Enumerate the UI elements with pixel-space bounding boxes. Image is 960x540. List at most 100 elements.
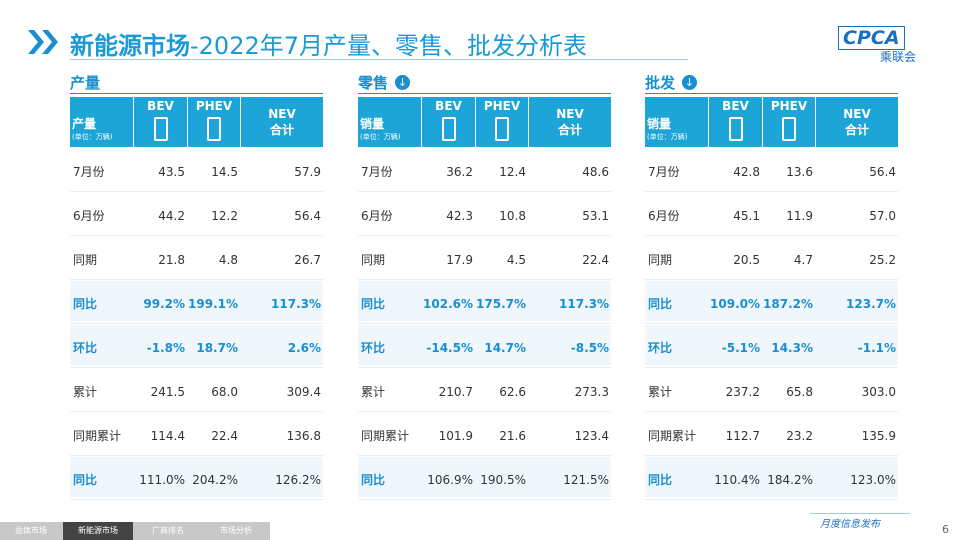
row-rule: [70, 191, 323, 192]
battery-icon: [728, 117, 743, 141]
header-cell: NEV 合计: [529, 97, 611, 147]
value-cell: 45.1: [733, 209, 760, 223]
row-label: 同比: [648, 297, 673, 311]
logo-sub: 乘联会: [880, 50, 917, 64]
row-label: 7月份: [73, 165, 105, 179]
value-cell: 114.4: [150, 429, 185, 443]
value-cell: 44.2: [158, 209, 185, 223]
header-cell: BEV: [134, 97, 187, 147]
row-bg: [358, 325, 611, 365]
title: 新能源市场-2022年7月产量、零售、批发分析表: [70, 26, 587, 61]
value-cell: 241.5: [150, 385, 185, 399]
row-rule: [645, 323, 898, 324]
value-cell: 117.3%: [559, 297, 609, 311]
corner-unit: (单位：万辆): [72, 133, 113, 141]
row-bg: [70, 457, 323, 497]
chevrons: [28, 30, 58, 54]
row-rule: [645, 455, 898, 456]
value-cell: 57.0: [869, 209, 896, 223]
row-rule: [70, 323, 323, 324]
value-cell: 199.1%: [188, 297, 238, 311]
row-label: 环比: [648, 341, 673, 355]
value-cell: 273.3: [574, 385, 609, 399]
value-cell: 12.2: [211, 209, 238, 223]
value-cell: 48.6: [582, 165, 609, 179]
row-bg: [70, 325, 323, 365]
value-cell: 136.8: [286, 429, 321, 443]
row-rule: [358, 411, 611, 412]
row-rule: [70, 235, 323, 236]
row-rule: [358, 455, 611, 456]
row-label: 同期累计: [648, 429, 697, 443]
corner-label: 产量: [72, 117, 97, 131]
value-cell: 57.9: [294, 165, 321, 179]
title-rule: [70, 59, 688, 60]
value-cell: 13.6: [786, 165, 813, 179]
value-cell: 109.0%: [710, 297, 760, 311]
header-label: 合计: [844, 123, 869, 137]
value-cell: 36.2: [446, 165, 473, 179]
value-cell: 112.7: [725, 429, 760, 443]
row-rule: [645, 411, 898, 412]
value-cell: 190.5%: [480, 473, 526, 487]
header-label: NEV: [268, 107, 296, 121]
row-label: 7月份: [361, 165, 393, 179]
value-cell: 121.5%: [563, 473, 609, 487]
logo: CPCA: [838, 26, 905, 50]
value-cell: 65.8: [786, 385, 813, 399]
value-cell: 53.1: [582, 209, 609, 223]
value-cell: 117.3%: [271, 297, 321, 311]
header-cell: NEV 合计: [241, 97, 323, 147]
value-cell: 123.0%: [850, 473, 896, 487]
footer-tab: 新能源市场: [63, 522, 133, 540]
row-rule: [70, 411, 323, 412]
value-cell: 23.2: [786, 429, 813, 443]
header-corner: 产量 (单位：万辆): [70, 97, 133, 147]
battery-icon: [441, 117, 456, 141]
row-label: 同期: [361, 253, 386, 267]
header-cell: PHEV: [763, 97, 815, 147]
value-cell: 22.4: [582, 253, 609, 267]
value-cell: 101.9: [438, 429, 473, 443]
value-cell: 4.5: [506, 253, 526, 267]
value-cell: 21.6: [499, 429, 526, 443]
row-label: 同比: [73, 297, 98, 311]
row-rule: [358, 191, 611, 192]
battery-icon: [495, 117, 509, 141]
section-rule: [645, 93, 898, 94]
value-cell: 25.2: [869, 253, 896, 267]
value-cell: 17.9: [446, 253, 473, 267]
value-cell: 22.4: [211, 429, 238, 443]
corner-label: 销量: [360, 117, 385, 131]
row-label: 同期累计: [73, 429, 122, 443]
value-cell: 303.0: [861, 385, 896, 399]
header-label: PHEV: [195, 99, 233, 113]
row-rule: [358, 367, 611, 368]
value-cell: 4.8: [218, 253, 238, 267]
header-cell: NEV 合计: [816, 97, 898, 147]
value-cell: 123.4: [574, 429, 609, 443]
header-label: BEV: [435, 99, 462, 113]
value-cell: 26.7: [294, 253, 321, 267]
header-label: BEV: [147, 99, 174, 113]
row-label: 6月份: [648, 209, 680, 223]
value-cell: 111.0%: [139, 473, 185, 487]
row-label: 累计: [73, 385, 98, 399]
row-label: 同比: [648, 473, 673, 487]
row-bg: [645, 457, 898, 497]
value-cell: 42.8: [733, 165, 760, 179]
value-cell: 21.8: [158, 253, 185, 267]
value-cell: 175.7%: [476, 297, 526, 311]
row-label: 累计: [361, 385, 386, 399]
footer-note: 月度信息发布: [820, 519, 880, 530]
value-cell: -5.1%: [721, 341, 760, 355]
corner-label: 销量: [647, 117, 672, 131]
row-rule: [70, 279, 323, 280]
value-cell: 18.7%: [196, 341, 238, 355]
row-label: 同期: [648, 253, 673, 267]
value-cell: 68.0: [211, 385, 238, 399]
footer-tab: 厂商排名: [152, 526, 184, 535]
value-cell: 184.2%: [767, 473, 813, 487]
row-label: 同期: [73, 253, 98, 267]
